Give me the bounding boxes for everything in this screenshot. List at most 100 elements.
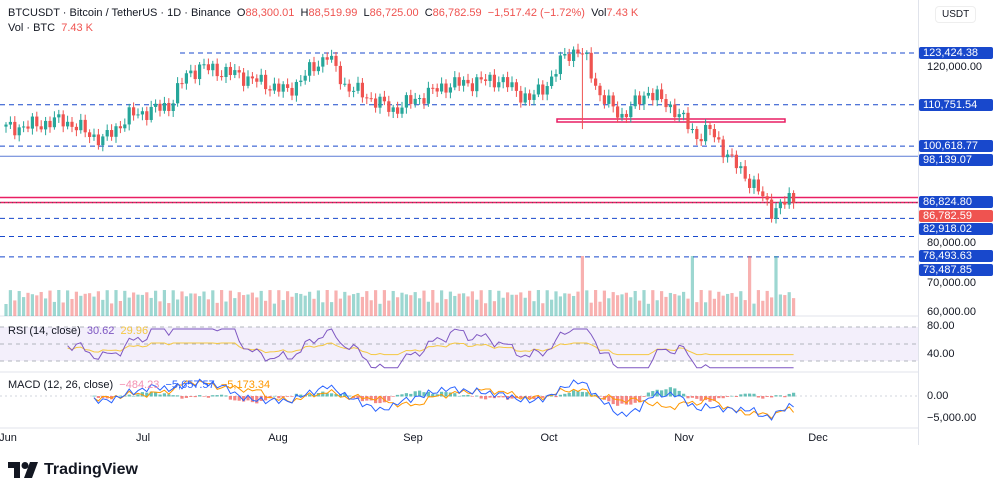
volume-bar <box>330 302 334 316</box>
candle <box>479 77 483 80</box>
volume-bar <box>479 290 483 316</box>
volume-bar <box>655 300 659 316</box>
volume-bar <box>506 292 510 316</box>
chart-canvas[interactable] <box>0 0 918 445</box>
volume-bar <box>620 294 624 316</box>
candle <box>57 114 61 118</box>
volume-bar <box>686 298 690 316</box>
macd-histogram-bar <box>202 396 206 397</box>
macd-value: −5,657.57 <box>165 379 215 391</box>
volume-bar <box>699 290 703 316</box>
macd-histogram-bar <box>510 396 514 399</box>
volume-bar <box>8 290 12 316</box>
candle <box>281 84 285 92</box>
macd-histogram-bar <box>646 392 650 397</box>
candle <box>96 134 100 146</box>
candle <box>664 99 668 108</box>
volume-bar <box>338 298 342 316</box>
candle <box>250 76 254 79</box>
volume-bar <box>61 302 65 316</box>
volume-bar <box>13 300 17 316</box>
candle <box>435 88 439 92</box>
tradingview-logo[interactable]: TradingView <box>8 461 138 479</box>
macd-histogram-bar <box>413 391 417 397</box>
macd-histogram-bar <box>519 396 523 399</box>
price-level-tag: 82,918.02 <box>919 223 993 236</box>
volume-bar <box>572 295 576 316</box>
macd-histogram-bar <box>286 396 290 397</box>
candle <box>396 107 400 114</box>
macd-histogram-bar <box>387 396 391 401</box>
macd-signal-value: −5,173.34 <box>220 379 271 391</box>
volume-bar <box>550 299 554 316</box>
macd-histogram-bar <box>96 396 100 398</box>
candle <box>387 101 391 112</box>
volume-bar <box>462 293 466 316</box>
volume-bar <box>198 296 202 316</box>
rsi-tick: 80.00 <box>927 319 955 332</box>
volume-bar <box>316 290 320 316</box>
macd-histogram-bar <box>774 395 778 397</box>
candle <box>79 119 83 131</box>
symbol[interactable]: BTCUSDT <box>8 7 60 19</box>
macd-histogram-bar <box>431 393 435 397</box>
volume-bar <box>721 295 725 316</box>
candle <box>607 95 611 104</box>
candle <box>39 126 43 130</box>
volume-bar <box>726 293 730 316</box>
macd-histogram-bar <box>677 390 681 397</box>
candle <box>660 89 664 100</box>
volume-bar <box>246 294 250 316</box>
candle <box>536 84 540 95</box>
volume-bar <box>664 296 668 316</box>
volume-bar <box>602 290 606 316</box>
candle <box>308 62 312 76</box>
candle <box>624 113 628 118</box>
candle <box>52 117 56 128</box>
time-axis-label: Dec <box>808 432 828 444</box>
candle <box>110 130 114 137</box>
candle <box>756 179 760 192</box>
volume-bar <box>286 291 290 316</box>
volume-bar <box>748 256 752 316</box>
macd-histogram-bar <box>193 396 197 398</box>
candle <box>88 132 92 137</box>
rsi-ma-value: 29.96 <box>120 325 149 337</box>
volume-bar <box>611 292 615 316</box>
macd-histogram-bar <box>246 396 250 401</box>
macd-histogram-bar <box>616 396 620 406</box>
volume-bar <box>541 303 545 316</box>
volume-bar <box>682 291 686 316</box>
candle <box>532 94 536 100</box>
macd-histogram-bar <box>259 396 263 401</box>
volume-bar <box>734 296 738 316</box>
macd-histogram-bar <box>488 396 492 398</box>
candle <box>4 124 8 127</box>
macd-histogram-bar <box>506 396 510 400</box>
price-tick: 80,000.00 <box>927 236 976 249</box>
close-value: 86,782.59 <box>432 7 482 19</box>
candle <box>360 82 364 98</box>
candle <box>752 179 756 188</box>
time-axis-label: Sep <box>403 432 423 444</box>
volume-bar <box>580 256 584 316</box>
candle <box>528 93 532 100</box>
volume-bar <box>730 293 734 316</box>
ohlc-row: BTCUSDT · Bitcoin / TetherUS · 1D · Bina… <box>8 7 639 19</box>
candle <box>343 83 347 85</box>
currency-unit[interactable]: USDT <box>935 6 977 23</box>
macd-histogram-bar <box>215 395 219 397</box>
candle <box>743 166 747 179</box>
candle <box>589 52 593 79</box>
volume-bar <box>242 295 246 316</box>
volume-bar <box>140 294 144 316</box>
volume-bar <box>334 290 338 316</box>
volume-bar <box>101 299 105 316</box>
candle <box>299 80 303 82</box>
candle <box>558 55 562 75</box>
price-axis[interactable]: USDT 120,000.00 80,000.00 70,000.00 60,0… <box>918 0 999 445</box>
macd-histogram-bar <box>435 394 439 397</box>
interval[interactable]: 1D <box>167 7 182 19</box>
candle <box>44 120 48 130</box>
change-value: −1,517.42 (−1.72%) <box>487 7 585 19</box>
